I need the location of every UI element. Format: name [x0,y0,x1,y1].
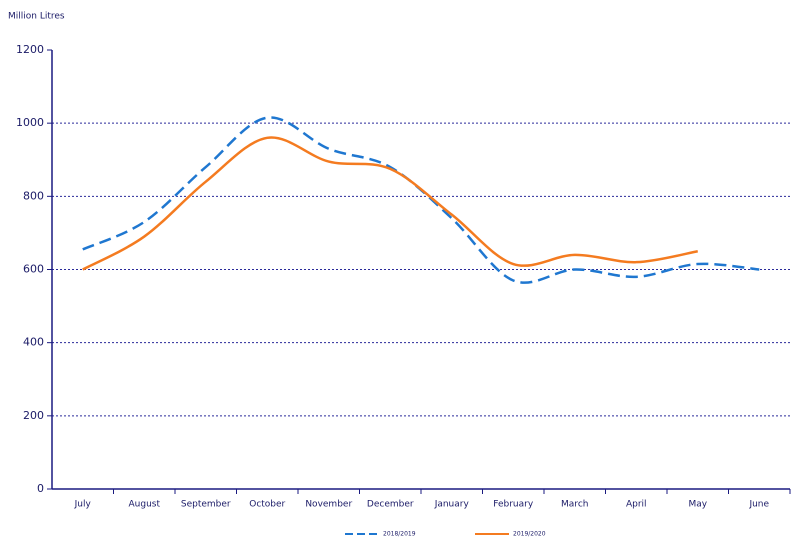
legend-label: 2019/2020 [513,531,546,538]
y-tick-label: 0 [37,482,44,495]
x-tick-label: April [626,500,647,510]
x-tick-label: September [181,500,231,510]
x-tick-label: August [129,500,161,510]
x-tick-label: May [688,500,707,510]
line-series [82,136,698,271]
y-tick-label: 400 [23,336,44,349]
x-tick-label: February [493,500,534,510]
legend-label: 2018/2019 [383,531,416,538]
x-tick-label: March [561,500,588,510]
x-tick-label: November [305,500,352,510]
y-tick-label: 200 [23,409,44,422]
x-tick-label: December [367,500,414,510]
x-tick-label: January [434,500,470,510]
y-tick-label: 1200 [16,43,44,56]
x-tick-label: June [748,500,769,510]
y-tick-label: 800 [23,189,44,202]
y-tick-label: 1000 [16,116,44,129]
x-tick-label: October [249,500,285,510]
y-tick-label: 600 [23,263,44,276]
y-axis-title: Million Litres [8,12,65,22]
x-tick-label: July [74,500,92,510]
